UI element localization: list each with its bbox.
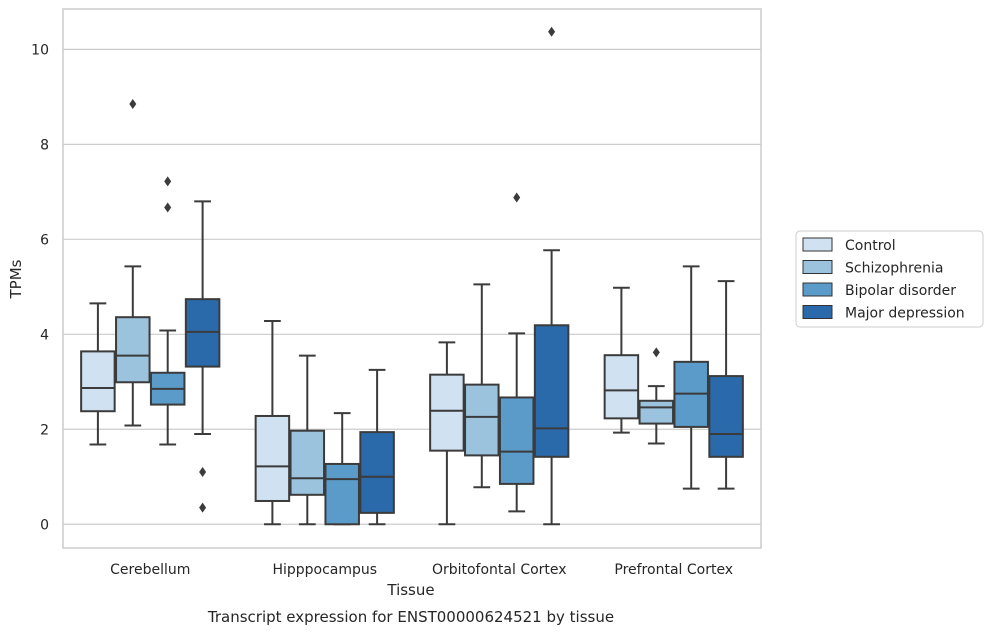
box [429, 341, 465, 526]
x-axis-label: Tissue [386, 581, 434, 599]
box-body [289, 429, 326, 496]
box [603, 286, 640, 434]
series-bipolar-disorder [149, 176, 709, 526]
box-body [498, 396, 535, 485]
legend-item: Control [802, 237, 896, 254]
y-tick-label: 0 [40, 517, 49, 533]
outlier-point [652, 347, 660, 358]
y-tick-label: 10 [31, 42, 49, 58]
box [708, 280, 744, 490]
x-tick-label: Orbitofontal Cortex [432, 562, 567, 578]
outlier-point [513, 192, 521, 203]
y-tick-label: 2 [40, 422, 49, 438]
outlier-point [129, 98, 137, 109]
x-tick-label: Hipppocampus [272, 562, 377, 578]
box-body [533, 324, 570, 458]
box [184, 200, 221, 513]
box [464, 283, 500, 489]
outlier-point [199, 467, 207, 478]
box [115, 98, 151, 427]
legend-label: Bipolar disorder [845, 283, 956, 299]
chart-caption: Transcript expression for ENST0000062452… [207, 608, 614, 626]
legend-swatch [802, 282, 833, 297]
y-tick-label: 4 [40, 327, 49, 343]
box-body [708, 375, 744, 458]
box-body [603, 354, 640, 420]
legend-swatch [802, 260, 833, 274]
legend-swatch [802, 237, 833, 252]
legend-item: Major depression [802, 305, 965, 322]
box-body [464, 383, 500, 457]
outlier-point [164, 176, 172, 187]
box-body [254, 414, 291, 502]
y-tick-labels: 0 2 4 6 8 10 [31, 42, 49, 533]
box [673, 265, 709, 490]
box [289, 354, 326, 526]
box [149, 176, 186, 446]
series-control [80, 286, 640, 526]
legend-swatch [802, 305, 833, 319]
legend-frame [795, 230, 984, 328]
box [254, 320, 291, 526]
box [498, 192, 535, 513]
x-tick-label: Cerebellum [110, 562, 190, 578]
box [324, 412, 360, 526]
legend-item: Bipolar disorder [802, 282, 956, 299]
legend: Control Schizophrenia Bipolar disorder Majo… [795, 230, 984, 328]
x-tick-labels: Cerebellum Hipppocampus Orbitofontal Corte… [110, 562, 733, 578]
box-body [359, 431, 395, 514]
box [359, 368, 395, 526]
outlier-point [164, 202, 172, 213]
gridlines [63, 48, 761, 525]
legend-item: Schizophrenia [802, 260, 943, 277]
series-schizophrenia [115, 98, 675, 526]
box [638, 347, 675, 445]
legend-label: Control [845, 238, 896, 254]
y-axis-label: TPMs [7, 259, 25, 299]
box-body [324, 462, 360, 526]
box-body [80, 350, 116, 413]
plot-frame [62, 8, 762, 549]
box [80, 302, 116, 446]
box-series [80, 26, 744, 526]
box-body [429, 373, 465, 452]
legend-label: Major depression [845, 306, 965, 322]
box-body [115, 316, 151, 384]
y-tick-label: 6 [40, 232, 49, 248]
series-major-depression [184, 26, 744, 526]
outlier-point [199, 502, 207, 513]
x-tick-label: Prefrontal Cortex [614, 562, 733, 578]
outlier-point [548, 26, 556, 37]
y-tick-label: 8 [40, 137, 49, 153]
box [533, 26, 570, 526]
legend-label: Schizophrenia [845, 261, 943, 277]
box-body [638, 399, 675, 425]
